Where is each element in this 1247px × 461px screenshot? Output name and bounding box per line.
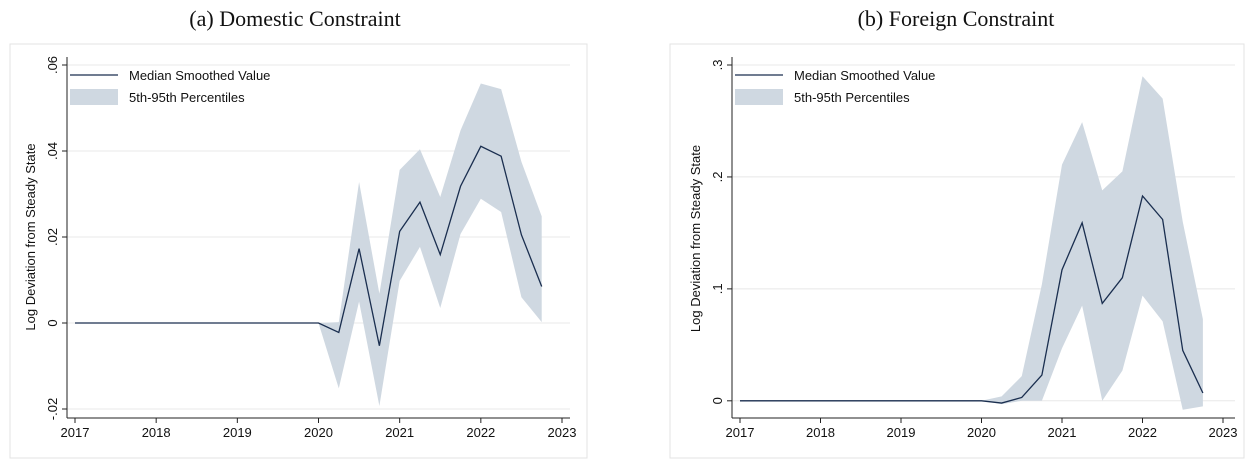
legend-band-swatch [70, 89, 118, 105]
median-line [75, 145, 543, 346]
legend-label-median: Median Smoothed Value [794, 68, 935, 83]
graph-frame [669, 43, 1245, 459]
y-tick-label: .1 [710, 283, 725, 294]
graph-frame [9, 43, 588, 459]
panel-domestic-constraint: (a) Domestic Constraint 2017 2018 2019 2020… [0, 0, 590, 461]
x-tick-label: 2022 [1128, 425, 1157, 440]
y-tick-label: 0 [45, 319, 60, 326]
x-tick-label: 2017 [61, 425, 90, 440]
x-tick-label: 2021 [385, 425, 414, 440]
percentile-band [740, 76, 1203, 410]
median-line [740, 194, 1204, 404]
chart-title: (b) Foreign Constraint [857, 6, 1055, 31]
y-tick-label: .04 [45, 142, 60, 160]
x-tick-label: 2022 [466, 425, 495, 440]
chart-title: (a) Domestic Constraint [189, 6, 401, 31]
x-tick-label: 2023 [1209, 425, 1238, 440]
legend-label-median: Median Smoothed Value [129, 68, 270, 83]
y-tick-label: -.02 [45, 398, 60, 420]
y-axis-label: Log Deviation from Steady State [23, 143, 38, 330]
x-tick-label: 2020 [304, 425, 333, 440]
panel-foreign-constraint: (b) Foreign Constraint 2017 2018 2019 2020 2… [665, 0, 1247, 461]
x-tick-label: 2018 [142, 425, 171, 440]
y-tick-label: 0 [710, 397, 725, 404]
x-tick-label: 2018 [806, 425, 835, 440]
legend-label-percentiles: 5th-95th Percentiles [129, 90, 245, 105]
legend-band-swatch [735, 89, 783, 105]
percentile-band [75, 83, 542, 406]
y-axis-label: Log Deviation from Steady State [688, 145, 703, 332]
x-tick-label: 2020 [967, 425, 996, 440]
y-tick-label: .3 [710, 60, 725, 71]
x-tick-label: 2021 [1048, 425, 1077, 440]
chart-foreign-constraint: 2017 2018 2019 2020 2021 2022 2023 0 .1 .2 .3 Log D… [669, 43, 1245, 459]
x-tick-label: 2019 [887, 425, 916, 440]
x-tick-label: 2023 [548, 425, 577, 440]
y-tick-label: .06 [45, 56, 60, 74]
chart-domestic-constraint: 2017 2018 2019 2020 2021 2022 2023 -.02 0 .02 .04.… [9, 43, 588, 459]
x-tick-label: 2019 [223, 425, 252, 440]
legend-label-percentiles: 5th-95th Percentiles [794, 90, 910, 105]
y-tick-label: .2 [710, 172, 725, 183]
y-tick-label: .02 [45, 228, 60, 246]
x-tick-label: 2017 [726, 425, 755, 440]
